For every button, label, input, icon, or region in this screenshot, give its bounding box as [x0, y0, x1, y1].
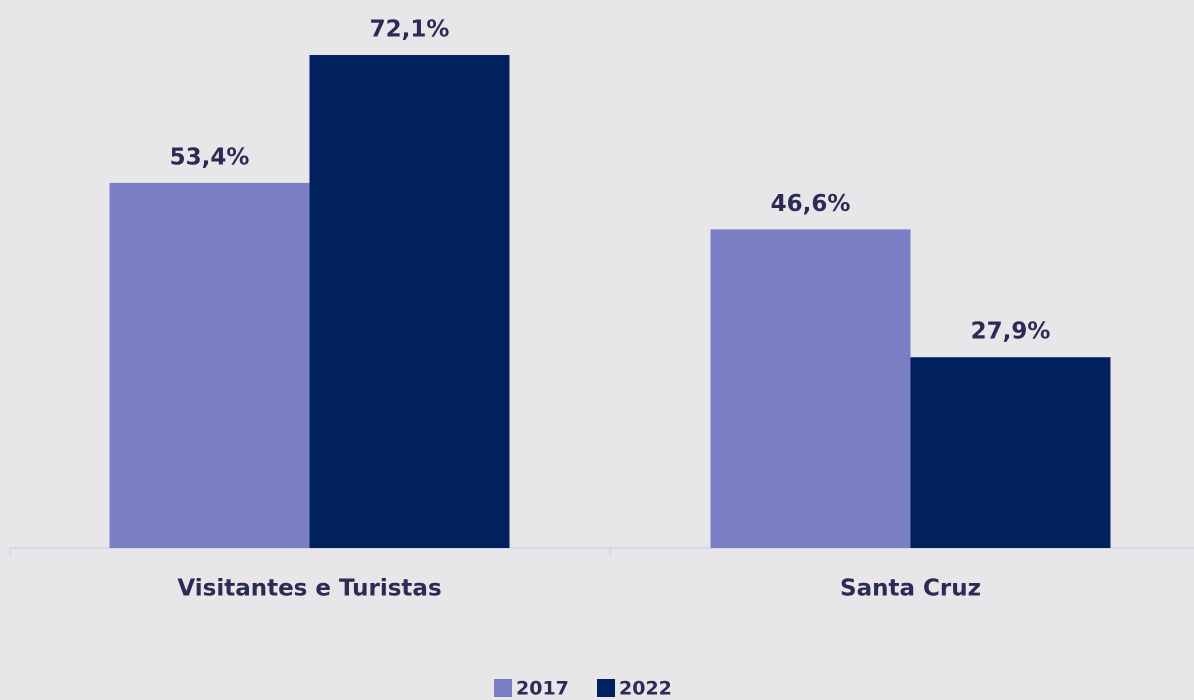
bar — [910, 357, 1111, 548]
legend-label: 2017 — [516, 678, 569, 700]
bar — [710, 229, 911, 548]
legend-swatch — [597, 679, 615, 697]
x-tick-label: Visitantes e Turistas — [177, 576, 441, 602]
x-tick-label: Santa Cruz — [840, 576, 981, 602]
data-label: 72,1% — [370, 17, 450, 43]
legend-swatch — [494, 679, 512, 697]
legend-label: 2022 — [619, 678, 672, 700]
data-label: 46,6% — [771, 191, 851, 217]
bar — [309, 55, 510, 549]
bar — [109, 182, 310, 548]
data-label: 53,4% — [170, 144, 250, 170]
data-label: 27,9% — [971, 319, 1051, 345]
